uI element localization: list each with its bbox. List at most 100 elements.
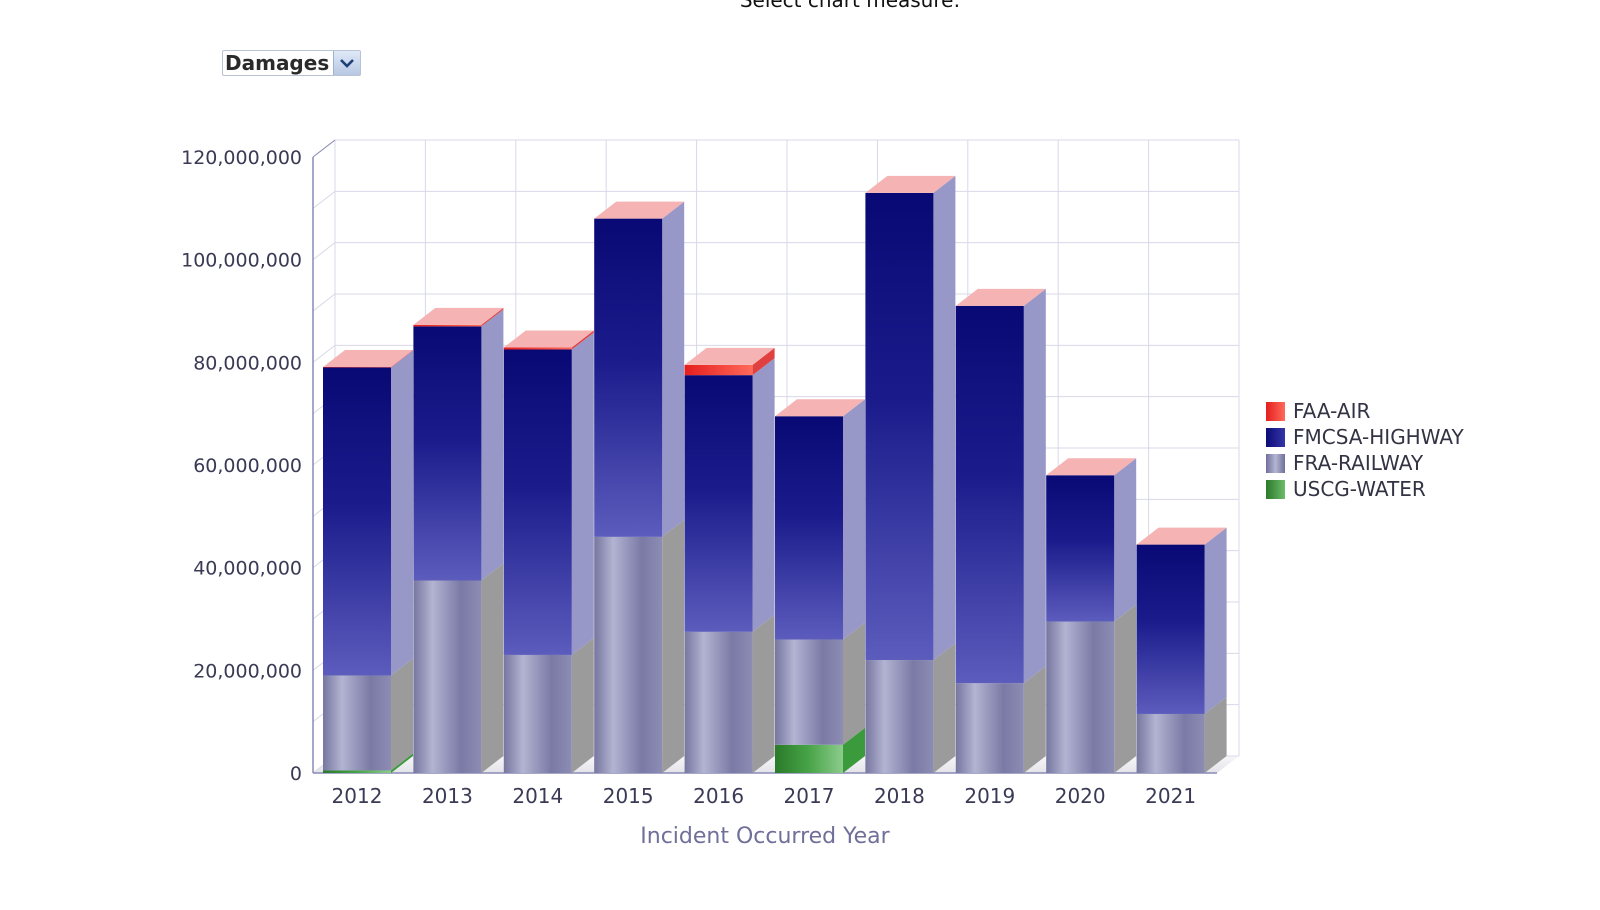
bar-segment-side-faa-air: [571, 330, 594, 350]
bar-segment-side-fra-railway: [843, 622, 865, 745]
bar-2019: [955, 288, 1046, 773]
bar-segment-fra-railway: [775, 639, 843, 745]
bar-top-cap: [865, 175, 956, 193]
legend-swatch-water: [1266, 479, 1285, 499]
legend-label: USCG-WATER: [1293, 477, 1426, 501]
bar-segment-fmcsa-highway: [684, 375, 753, 632]
bar-2017: [775, 399, 865, 773]
bar-segment-side-fmcsa-highway: [843, 399, 865, 640]
bar-segment-fmcsa-highway: [955, 305, 1024, 684]
bar-top-cap: [1046, 458, 1137, 476]
bar-2021: [1136, 527, 1227, 773]
chart-legend: FAA-AIR FMCSA-HIGHWAY FRA-RAILWAY USCG-WATE…: [1266, 398, 1464, 502]
bar-segment-faa-air: [503, 347, 572, 350]
bar-segment-fra-railway: [955, 683, 1024, 773]
bar-segment-side-fra-railway: [933, 643, 956, 773]
bar-segment-fmcsa-highway: [323, 367, 391, 676]
x-tick-label: 2018: [874, 784, 925, 808]
x-tick-label: 2016: [693, 784, 744, 808]
gridline-side: [312, 190, 336, 209]
x-axis-title: Incident Occurred Year: [640, 824, 890, 849]
bar-segment-fmcsa-highway: [413, 326, 482, 581]
bar-2016: [684, 347, 775, 773]
y-tick-label: 80,000,000: [193, 352, 302, 374]
bar-segment-fmcsa-highway: [503, 349, 572, 655]
legend-label: FRA-RAILWAY: [1293, 451, 1424, 475]
bar-2014: [503, 330, 594, 773]
bar-top-cap: [413, 307, 504, 325]
bar-segment-side-fmcsa-highway: [571, 332, 594, 655]
legend-label: FAA-AIR: [1293, 399, 1371, 423]
measure-dropdown[interactable]: Damages: [222, 50, 362, 76]
gridline-side: [312, 242, 336, 261]
bar-segment-side-faa-air: [481, 307, 504, 327]
bar-segment-side-faa-air: [752, 347, 775, 376]
bar-segment-side-fra-railway: [1204, 696, 1227, 773]
bar-segment-fra-railway: [503, 654, 572, 773]
legend-item-water: USCG-WATER: [1266, 476, 1464, 502]
bar-segment-side-fra-railway: [752, 614, 775, 773]
y-tick-label: 40,000,000: [193, 558, 302, 580]
x-tick-label: 2012: [332, 784, 383, 808]
bar-segment-side-fmcsa-highway: [752, 358, 775, 632]
bar-top-cap: [1136, 527, 1227, 545]
legend-label: FMCSA-HIGHWAY: [1293, 425, 1464, 449]
bar-segment-faa-air: [323, 366, 391, 368]
bar-segment-side-uscg-water: [843, 727, 865, 773]
bar-segment-side-fra-railway: [481, 563, 504, 773]
y-tick-label: 20,000,000: [193, 660, 302, 682]
bar-segment-fra-railway: [1046, 621, 1115, 773]
y-tick-label: 120,000,000: [181, 147, 302, 169]
gridline-side: [312, 344, 336, 363]
bar-segment-fmcsa-highway: [1046, 475, 1115, 622]
bar-segment-fra-railway: [323, 675, 391, 771]
bar-segment-fmcsa-highway: [865, 192, 934, 661]
bar-top-cap: [323, 349, 413, 367]
bar-segment-side-fmcsa-highway: [662, 201, 685, 537]
legend-swatch-air: [1266, 401, 1285, 421]
bar-top-cap: [503, 330, 594, 348]
bar-2020: [1046, 458, 1137, 773]
bar-2012: [323, 349, 413, 773]
x-tick-label: 2013: [422, 784, 473, 808]
bar-segment-side-fra-railway: [662, 519, 685, 773]
bar-segment-faa-air: [413, 324, 482, 327]
bar-segment-side-fra-railway: [1114, 604, 1137, 773]
bar-segment-side-fra-railway: [391, 658, 413, 771]
bar-segment-side-fmcsa-highway: [1204, 527, 1227, 714]
bar-segment-fra-railway: [865, 660, 934, 773]
bar-segment-side-fra-railway: [571, 637, 594, 773]
bar-segment-side-fmcsa-highway: [391, 350, 413, 676]
bar-2018: [865, 175, 956, 773]
legend-swatch-highway: [1266, 427, 1285, 447]
bar-segment-uscg-water: [775, 744, 843, 773]
bar-top-cap: [955, 288, 1046, 306]
y-axis-top: [312, 139, 336, 158]
y-tick-label: 60,000,000: [193, 455, 302, 477]
bar-segment-side-fmcsa-highway: [481, 309, 504, 581]
bar-top-cap: [594, 201, 685, 219]
y-tick-label: 100,000,000: [181, 250, 302, 272]
measure-dropdown-value: Damages: [225, 51, 330, 75]
bar-top-cap: [684, 347, 775, 365]
x-tick-label: 2019: [964, 784, 1015, 808]
bar-segment-side-faa-air: [391, 349, 413, 368]
chevron-down-icon[interactable]: [333, 51, 361, 75]
bar-segment-side-fmcsa-highway: [1114, 458, 1137, 622]
bar-2013: [413, 307, 504, 773]
x-tick-label: 2015: [603, 784, 654, 808]
bar-segment-fra-railway: [594, 536, 663, 773]
legend-item-air: FAA-AIR: [1266, 398, 1464, 424]
bar-segment-fra-railway: [684, 631, 753, 773]
legend-item-railway: FRA-RAILWAY: [1266, 450, 1464, 476]
bar-segment-fra-railway: [413, 580, 482, 773]
x-tick-label: 2020: [1055, 784, 1106, 808]
bar-segment-side-fmcsa-highway: [1023, 288, 1046, 684]
x-tick-label: 2014: [512, 784, 563, 808]
bar-segment-fmcsa-highway: [594, 218, 663, 537]
legend-swatch-railway: [1266, 453, 1285, 473]
bar-segment-faa-air: [684, 364, 753, 376]
bar-segment-side-fmcsa-highway: [933, 175, 956, 661]
bar-top-cap: [775, 399, 865, 417]
